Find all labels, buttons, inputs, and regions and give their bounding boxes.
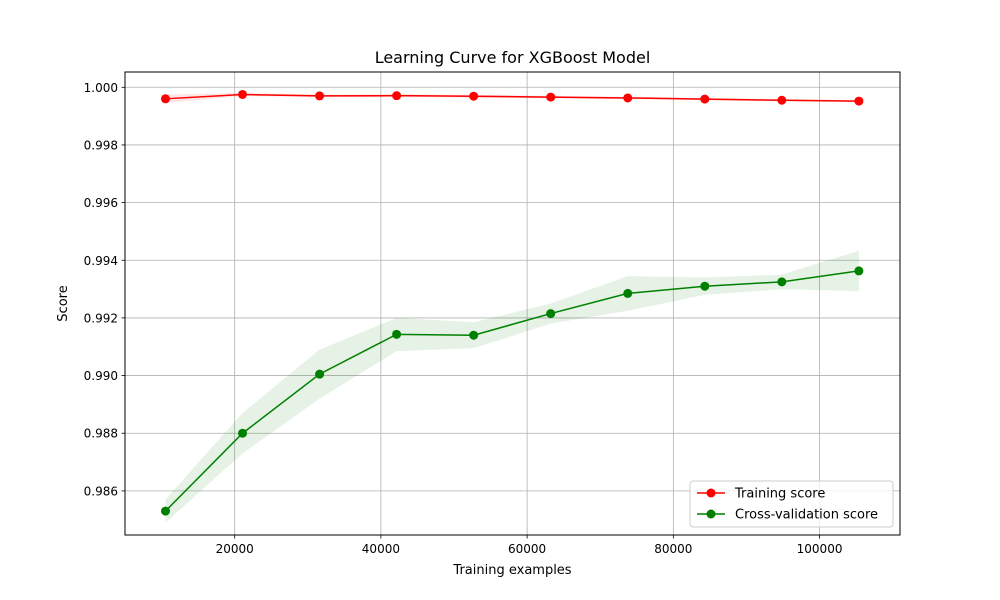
legend: Training score Cross-validation score xyxy=(689,480,894,528)
y-tick-label: 0.990 xyxy=(84,369,118,383)
series-points xyxy=(160,89,864,516)
plot-area-frame xyxy=(124,71,901,536)
point-training xyxy=(700,94,710,104)
y-tick-label: 0.994 xyxy=(84,254,118,268)
point-training xyxy=(546,92,556,102)
y-tick-label: 0.988 xyxy=(84,427,118,441)
x-tick-label: 80000 xyxy=(654,542,692,556)
y-axis-ticks: 0.986 0.988 0.990 0.992 0.994 0.996 0.998 1.000 xyxy=(84,81,125,498)
series-lines xyxy=(164,93,859,512)
legend-marker-training xyxy=(706,488,716,498)
point-cv xyxy=(160,506,170,516)
point-cv xyxy=(546,309,556,319)
x-tick-label: 60000 xyxy=(508,542,546,556)
point-training xyxy=(854,96,864,106)
point-cv xyxy=(700,281,710,291)
point-training xyxy=(238,89,248,99)
y-tick-label: 0.996 xyxy=(84,196,118,210)
point-cv xyxy=(315,369,325,379)
point-cv xyxy=(854,266,864,276)
legend-box xyxy=(689,480,894,528)
legend-label-cv: Cross-validation score xyxy=(735,508,878,523)
point-training xyxy=(623,93,633,103)
point-cv xyxy=(777,277,787,287)
y-tick-label: 1.000 xyxy=(84,81,118,95)
y-tick-label: 0.986 xyxy=(84,484,118,498)
point-cv xyxy=(469,330,479,340)
y-axis-label: Score xyxy=(56,285,71,321)
point-training xyxy=(469,91,479,101)
y-tick-label: 0.998 xyxy=(84,138,118,152)
point-training xyxy=(777,95,787,105)
point-training xyxy=(160,94,170,104)
line-training xyxy=(165,93,859,102)
chart-title: Learning Curve for XGBoost Model xyxy=(375,48,651,67)
x-axis-label: Training examples xyxy=(452,563,571,578)
point-training xyxy=(315,91,325,101)
x-tick-label: 100000 xyxy=(797,542,843,556)
point-cv xyxy=(392,329,402,339)
confidence-bands xyxy=(165,93,859,523)
point-cv xyxy=(238,428,248,438)
grid-layer xyxy=(125,72,900,535)
y-tick-label: 0.992 xyxy=(84,311,118,325)
x-tick-label: 40000 xyxy=(362,542,400,556)
x-axis-ticks: 20000 40000 60000 80000 100000 xyxy=(216,535,843,556)
x-tick-label: 20000 xyxy=(216,542,254,556)
line-cv xyxy=(164,270,859,512)
point-training xyxy=(392,91,402,101)
point-cv xyxy=(623,288,633,298)
legend-label-training: Training score xyxy=(734,487,825,502)
legend-marker-cv xyxy=(706,509,716,519)
